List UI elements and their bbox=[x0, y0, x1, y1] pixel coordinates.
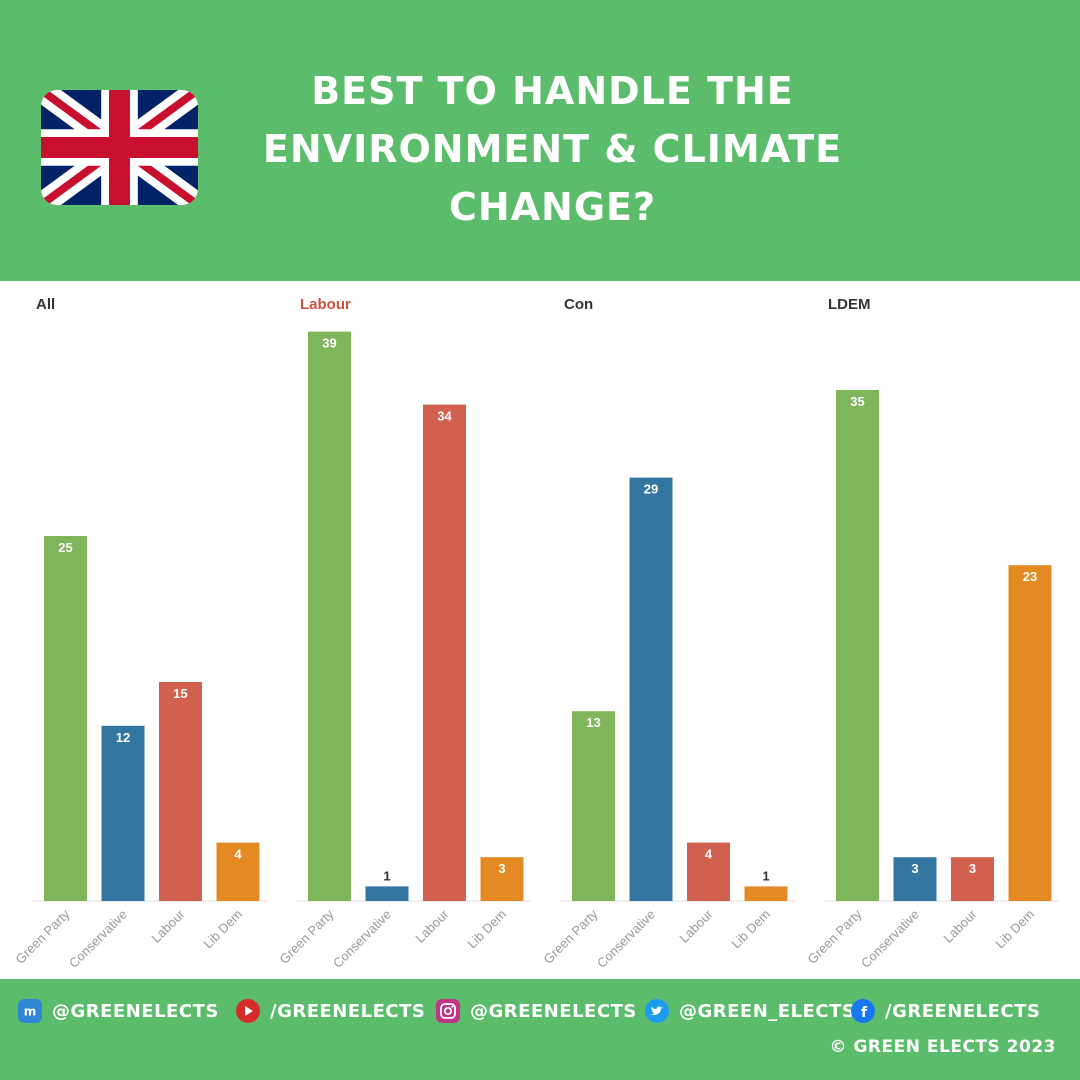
social-facebook[interactable]: f /GREENELECTS bbox=[851, 997, 1040, 1025]
tick-label: Conservative bbox=[858, 907, 922, 971]
social-youtube[interactable]: /GREENELECTS bbox=[236, 997, 425, 1025]
data-label: 3 bbox=[911, 861, 918, 876]
data-label: 25 bbox=[58, 540, 72, 555]
title-line-3: CHANGE? bbox=[448, 185, 657, 229]
tick-label: Conservative bbox=[330, 907, 394, 971]
tick-label: Conservative bbox=[66, 907, 130, 971]
data-label: 3 bbox=[969, 861, 976, 876]
data-label: 4 bbox=[705, 847, 713, 862]
bar bbox=[893, 857, 937, 901]
svg-text:f: f bbox=[861, 1005, 868, 1019]
data-label: 3 bbox=[498, 861, 505, 876]
bar bbox=[744, 886, 788, 901]
data-label: 23 bbox=[1023, 569, 1037, 584]
twitter-icon bbox=[645, 999, 669, 1023]
tick-label: Labour bbox=[412, 906, 452, 946]
mastodon-handle: @GREENELECTS bbox=[52, 1000, 219, 1022]
bar bbox=[480, 857, 524, 901]
copyright: © GREEN ELECTS 2023 bbox=[829, 1037, 1056, 1057]
bar bbox=[159, 682, 202, 901]
instagram-icon bbox=[436, 999, 460, 1023]
panel-title: Labour bbox=[300, 296, 351, 313]
data-label: 35 bbox=[850, 394, 864, 409]
bar bbox=[365, 886, 409, 901]
chart-area: All 25 Green Party 12 Conservative 15 Labour 4 L… bbox=[0, 281, 1080, 979]
instagram-handle: @GREENELECTS bbox=[470, 1000, 637, 1022]
tick-label: Green Party bbox=[540, 906, 601, 967]
tick-label: Labour bbox=[148, 906, 188, 946]
panel-title: All bbox=[36, 296, 55, 313]
svg-text:m: m bbox=[24, 1005, 37, 1019]
youtube-handle: /GREENELECTS bbox=[270, 1000, 426, 1022]
data-label: 12 bbox=[116, 730, 130, 745]
mastodon-icon: m bbox=[18, 999, 42, 1023]
tick-label: Lib Dem bbox=[992, 907, 1037, 952]
twitter-handle: @GREEN_ELECTS bbox=[679, 1000, 856, 1022]
tick-label: Lib Dem bbox=[728, 907, 773, 952]
bar bbox=[423, 404, 466, 901]
bar bbox=[687, 842, 730, 901]
tick-label: Green Party bbox=[12, 906, 73, 967]
page-title: BEST TO HANDLE THE ENVIRONMENT & CLIMATE… bbox=[250, 62, 855, 236]
chart-panel-labour: Labour 39 Green Party 1 Conservative 34 Labour… bbox=[276, 296, 530, 971]
bar bbox=[629, 477, 673, 901]
data-label: 4 bbox=[234, 847, 242, 862]
bar bbox=[308, 331, 351, 902]
social-twitter[interactable]: @GREEN_ELECTS bbox=[645, 997, 855, 1025]
bar bbox=[836, 390, 879, 901]
bar bbox=[101, 725, 145, 901]
data-label: 13 bbox=[586, 715, 600, 730]
header: BEST TO HANDLE THE ENVIRONMENT & CLIMATE… bbox=[0, 0, 1080, 281]
facebook-handle: /GREENELECTS bbox=[885, 1000, 1041, 1022]
panel-title: Con bbox=[564, 296, 593, 313]
data-label: 39 bbox=[322, 336, 336, 351]
title-line-1: BEST TO HANDLE THE bbox=[311, 69, 794, 113]
facebook-icon: f bbox=[851, 999, 875, 1023]
uk-flag-icon bbox=[41, 90, 198, 205]
chart-panel-con: Con 13 Green Party 29 Conservative 4 Labour 1 Li… bbox=[540, 296, 794, 971]
data-label: 34 bbox=[437, 409, 452, 424]
tick-label: Labour bbox=[940, 906, 980, 946]
tick-label: Labour bbox=[676, 906, 716, 946]
tick-label: Lib Dem bbox=[200, 907, 245, 952]
charts-svg: All 25 Green Party 12 Conservative 15 Labour 4 L… bbox=[12, 296, 1058, 971]
data-label: 1 bbox=[383, 868, 390, 883]
bar bbox=[216, 842, 260, 901]
youtube-icon bbox=[236, 999, 260, 1023]
title-line-2: ENVIRONMENT & CLIMATE bbox=[262, 127, 843, 171]
footer: m @GREENELECTS /GREENELECTS @GREENELECTS… bbox=[0, 979, 1080, 1080]
tick-label: Lib Dem bbox=[464, 907, 509, 952]
bar bbox=[1008, 565, 1052, 901]
social-instagram[interactable]: @GREENELECTS bbox=[436, 997, 637, 1025]
bar bbox=[44, 536, 87, 901]
data-label: 29 bbox=[644, 482, 658, 497]
data-label: 1 bbox=[762, 868, 769, 883]
tick-label: Conservative bbox=[594, 907, 658, 971]
panel-title: LDEM bbox=[828, 296, 871, 313]
data-label: 15 bbox=[173, 686, 187, 701]
bar bbox=[951, 857, 994, 901]
chart-panel-all: All 25 Green Party 12 Conservative 15 Labour 4 L… bbox=[12, 296, 266, 971]
tick-label: Green Party bbox=[804, 906, 865, 967]
tick-label: Green Party bbox=[276, 906, 337, 967]
chart-panel-ldem: LDEM 35 Green Party 3 Conservative 3 Labour 23 L… bbox=[804, 296, 1058, 971]
bar bbox=[572, 711, 615, 901]
social-mastodon[interactable]: m @GREENELECTS bbox=[18, 997, 219, 1025]
